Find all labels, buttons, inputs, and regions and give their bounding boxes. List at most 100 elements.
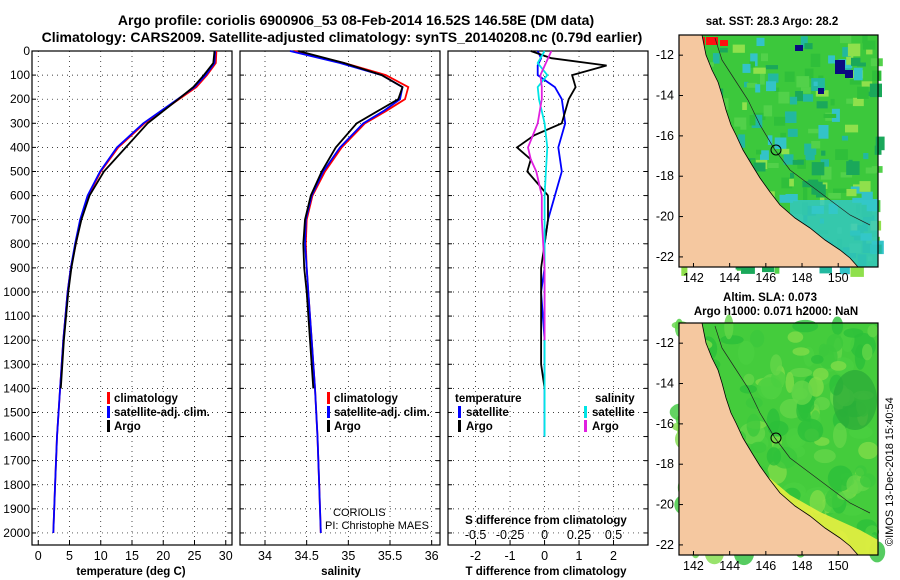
y-tick-label: 1800	[3, 478, 30, 492]
sla-cell	[720, 335, 744, 345]
y-tick-label: 1000	[3, 285, 30, 299]
sla-cell	[770, 354, 783, 376]
sst-cell	[750, 53, 758, 67]
sst-map-land	[678, 34, 859, 268]
sla-cell	[833, 422, 847, 449]
x2-tick-label: -0.25	[496, 528, 525, 542]
y-tick-label: 1700	[3, 454, 30, 468]
sla-cell	[757, 377, 782, 400]
sla-cell	[750, 329, 765, 348]
temperature-panel: 0 5 10 15 20 25 300100200300400500600700800900…	[3, 44, 232, 563]
y-tick-label: 1400	[3, 381, 30, 395]
sst-map	[678, 34, 885, 277]
sla-cell	[855, 465, 867, 477]
sst-cell	[742, 63, 751, 73]
sst-cell	[801, 87, 811, 94]
sla-cell	[745, 397, 763, 409]
map-y-tick-label: -22	[656, 250, 674, 264]
salinity-frame	[239, 50, 441, 546]
sla-cell	[841, 505, 864, 516]
sla-map-isobath	[714, 325, 871, 514]
map-y-tick-label: -14	[656, 89, 674, 103]
sst-cell	[857, 62, 866, 67]
legend-s-satellite: satellite	[592, 407, 635, 419]
y-tick-label: 2000	[3, 526, 30, 540]
legend-t-satellite: satellite	[466, 407, 509, 419]
sst-cell	[781, 148, 790, 155]
temperature-xlabel: temperature (deg C)	[76, 566, 185, 578]
x-tick-label: -1	[505, 549, 516, 563]
sst-cell	[749, 61, 755, 68]
map-y-tick-label: -22	[656, 538, 674, 552]
sst-cell	[783, 154, 794, 165]
sst-cell	[768, 163, 779, 168]
sst-cell	[804, 143, 817, 155]
sst-cell	[850, 265, 864, 277]
sst-cell	[746, 82, 758, 88]
sst-cell	[851, 57, 861, 66]
x-tick-label: 36	[425, 549, 439, 563]
sst-cold-cell	[835, 60, 845, 74]
map-x-tick-label: 148	[792, 271, 813, 285]
sla-cell	[813, 397, 830, 411]
sst-cell	[872, 70, 882, 81]
sst-cell	[760, 70, 765, 85]
legend-climatology-swatch	[107, 392, 110, 404]
sst-cell	[816, 101, 828, 109]
sst-cell	[839, 264, 850, 275]
sst-cell	[852, 97, 864, 107]
sla-cell	[862, 343, 873, 361]
sst-cell	[755, 84, 761, 93]
legend-satellite-adj: satellite-adj. clim.	[114, 407, 210, 419]
sla-cell	[811, 354, 824, 364]
x2-tick-label: 0.25	[567, 528, 591, 542]
map-x-tick-label: 144	[719, 271, 740, 285]
map-x-tick-label: 150	[828, 559, 849, 573]
legend-salinity-title: salinity	[595, 393, 635, 405]
legend-argo-swatch	[107, 420, 110, 432]
map-y-tick-label: -12	[656, 336, 674, 350]
sla-map-axes: 142 144 146 148 150 -12 -14 -16 -18 -20 -22	[656, 336, 849, 573]
sla-cell	[746, 413, 761, 437]
sst-cell	[774, 137, 787, 149]
series-line-s-argo	[527, 50, 553, 341]
sst-cell	[859, 181, 871, 192]
sla-cell	[768, 420, 789, 437]
x-tick-label: 30	[219, 549, 233, 563]
x-tick-label: 35	[341, 549, 355, 563]
sla-cell	[830, 361, 847, 371]
sst-cell	[828, 55, 835, 64]
sst-cell	[742, 102, 747, 110]
sst-cell	[828, 192, 841, 199]
y-tick-label: 800	[10, 237, 30, 251]
title-line1: Argo profile: coriolis 6900906_53 08-Feb…	[118, 12, 594, 28]
x-tick-label: 35.5	[378, 549, 402, 563]
sst-cell	[842, 47, 851, 57]
difference-legend: temperature satellite Argo salinity sate…	[455, 393, 635, 433]
sst-cell	[823, 113, 837, 118]
map-x-tick-label: 146	[755, 271, 776, 285]
sla-map-frame	[678, 322, 879, 556]
sst-cell	[795, 91, 803, 102]
sla-cell	[743, 373, 755, 386]
sst-cell	[871, 166, 883, 173]
series-line-argo	[298, 50, 404, 389]
legend-t-satellite-swatch	[458, 406, 461, 418]
sst-cell	[774, 265, 780, 274]
y-tick-label: 900	[10, 261, 30, 275]
y-tick-label: 200	[10, 92, 30, 106]
map-x-tick-label: 142	[683, 271, 704, 285]
sst-cell	[765, 65, 778, 70]
sla-cell	[785, 371, 795, 393]
difference-panel: -2 -1 0 1 2 -0.5 -0.25 0 0.25 0.5	[447, 50, 649, 563]
legend-satellite-swatch	[327, 406, 330, 418]
sst-cell	[800, 36, 808, 48]
sst-cell	[796, 76, 810, 88]
sla-cell	[813, 449, 836, 464]
x-tick-label: 2	[610, 549, 617, 563]
sst-cell	[863, 153, 869, 160]
legend-climatology-swatch	[327, 392, 330, 404]
sst-cell	[821, 166, 832, 180]
sst-cell	[789, 178, 794, 187]
